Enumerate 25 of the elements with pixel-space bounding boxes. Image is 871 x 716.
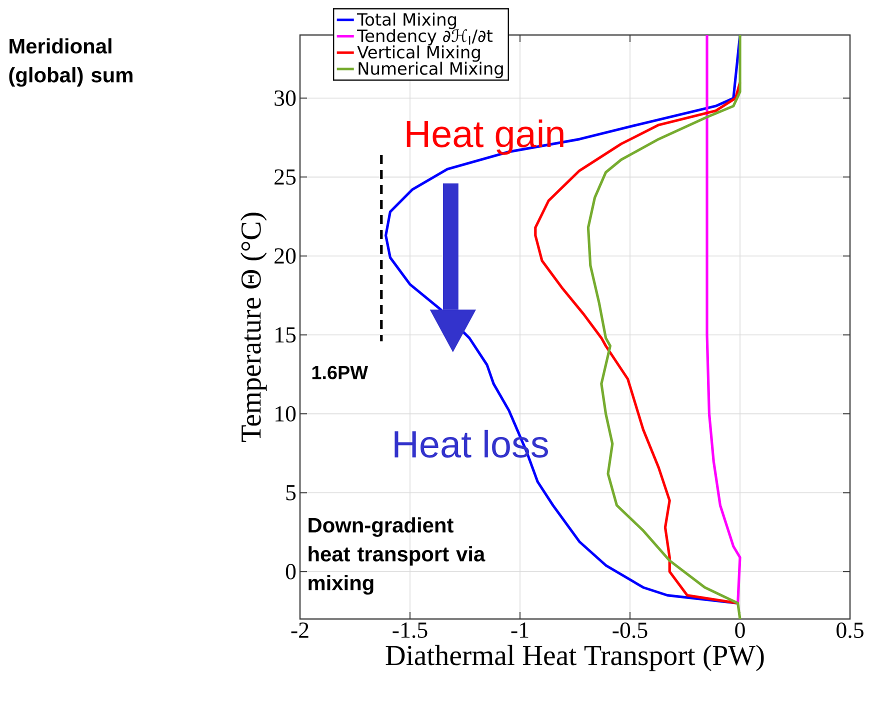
- x-tick-label: -2: [291, 622, 308, 638]
- y-tick-label: 25: [274, 169, 296, 185]
- legend-label: Vertical Mixing: [357, 45, 480, 62]
- line-series: [706, 34, 742, 605]
- y-tick-label: 0: [286, 564, 296, 580]
- text: Meridional (global) sum: [9, 38, 132, 87]
- y-tick-label: 15: [276, 327, 296, 343]
- y-tick-label: 30: [274, 90, 296, 106]
- y-axis-title: Temperature Θ (°C): [240, 212, 267, 442]
- x-tick-label: -1: [511, 622, 528, 638]
- legend-label: Tendency ∂ℋ$_{I}$/∂t: [357, 29, 493, 46]
- y-tick-label: 10: [276, 406, 296, 422]
- annotation: Heat gain: [406, 120, 564, 155]
- x-axis-title: Diathermal Heat Transport (PW): [386, 644, 764, 672]
- y-tick-label: 5: [286, 485, 296, 500]
- x-tick-label: -0.5: [612, 622, 648, 638]
- x-tick-label: 0.5: [836, 622, 864, 638]
- x-tick-label: 0: [735, 622, 745, 638]
- legend-label: Total Mixing: [357, 12, 456, 30]
- annotation: Down-gradient heat transport via mixing: [308, 517, 486, 595]
- line-series: [586, 34, 742, 620]
- legend-label: Numerical Mixing: [358, 62, 503, 78]
- annotation: 1.6PW: [312, 366, 368, 380]
- x-tick-label: -1.5: [392, 622, 428, 638]
- y-tick-label: 20: [274, 248, 296, 264]
